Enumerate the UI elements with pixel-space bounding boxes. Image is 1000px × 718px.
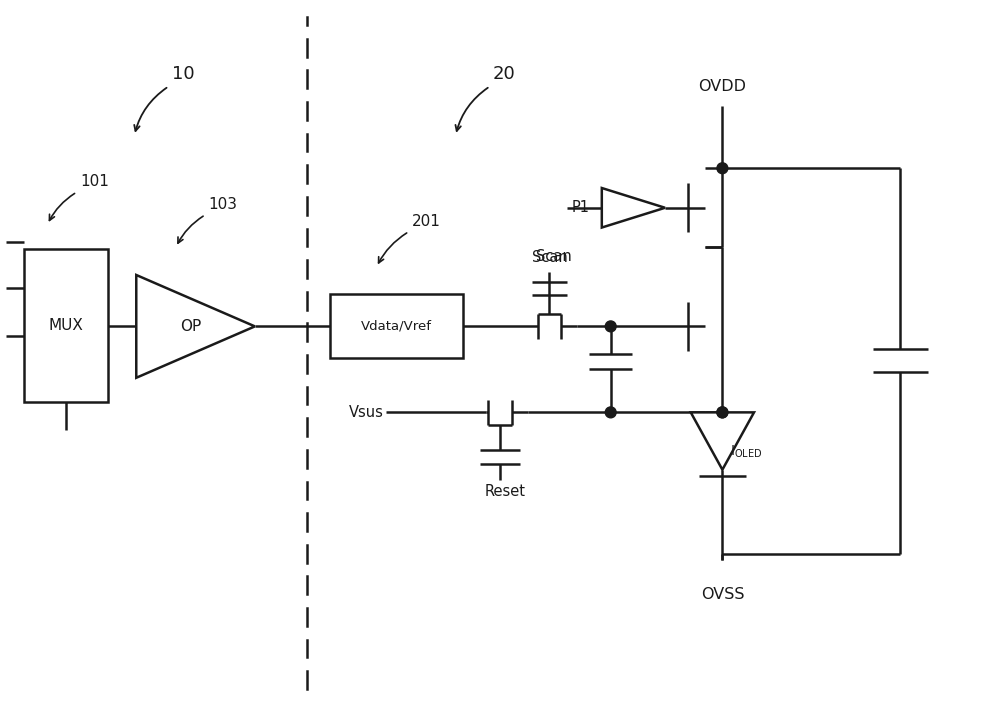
Circle shape [717, 407, 728, 418]
Bar [24, 249, 108, 403]
Text: OVSS: OVSS [701, 587, 744, 602]
Text: Vdata/Vref: Vdata/Vref [361, 320, 432, 332]
Polygon shape [136, 275, 255, 378]
Circle shape [605, 407, 616, 418]
Polygon shape [602, 188, 665, 228]
Circle shape [605, 321, 616, 332]
Text: 201: 201 [412, 213, 441, 228]
Text: 101: 101 [80, 174, 109, 189]
Circle shape [717, 407, 728, 418]
Text: OP: OP [180, 319, 201, 334]
Text: 20: 20 [493, 65, 516, 83]
Text: Scan: Scan [536, 249, 572, 264]
Polygon shape [691, 412, 754, 470]
Text: Vsus: Vsus [348, 405, 383, 420]
Text: Scan: Scan [532, 250, 567, 265]
Text: Reset: Reset [484, 483, 525, 498]
Bar [330, 294, 463, 358]
Text: MUX: MUX [48, 318, 83, 333]
Text: OVDD: OVDD [698, 79, 746, 94]
Text: 103: 103 [208, 197, 237, 212]
Text: P1: P1 [572, 200, 590, 215]
Circle shape [717, 163, 728, 174]
Text: 10: 10 [172, 65, 194, 83]
Text: I$_{\rm OLED}$: I$_{\rm OLED}$ [730, 444, 763, 460]
